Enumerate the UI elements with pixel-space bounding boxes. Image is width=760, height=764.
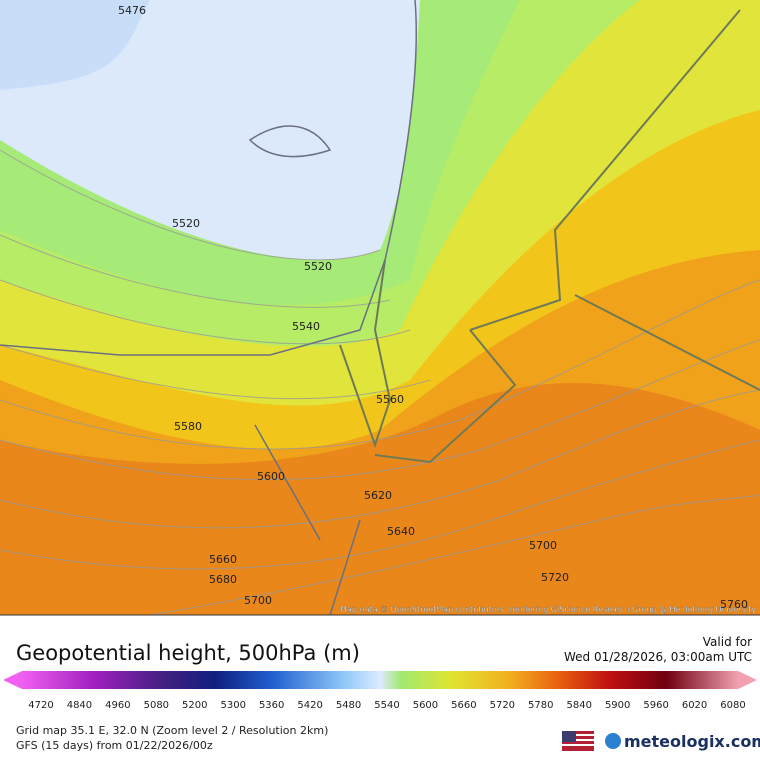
colorbar-label: 6080 bbox=[720, 700, 745, 711]
logo bbox=[605, 733, 621, 749]
colorbar-label: 4720 bbox=[28, 700, 53, 711]
map: Map data © OpenStreetMap contributors, r… bbox=[0, 0, 760, 616]
attribution: Map data © OpenStreetMap contributors, r… bbox=[340, 605, 756, 614]
contour-label: 5580 bbox=[174, 420, 202, 433]
model-info: GFS (15 days) from 01/22/2026/00z bbox=[16, 739, 213, 752]
contour-label: 5700 bbox=[529, 539, 557, 552]
brand: meteologix.com bbox=[624, 732, 760, 751]
valid-label: Valid for bbox=[703, 635, 752, 649]
contour-label: 5640 bbox=[387, 525, 415, 538]
flag bbox=[562, 731, 594, 751]
colorbar-label: 5080 bbox=[144, 700, 169, 711]
contour-label: 5540 bbox=[292, 320, 320, 333]
colorbar-label: 5720 bbox=[490, 700, 515, 711]
colorbar-label: 5200 bbox=[182, 700, 207, 711]
colorbar-label: 5480 bbox=[336, 700, 361, 711]
contour-label: 5700 bbox=[244, 594, 272, 607]
grid-info: Grid map 35.1 E, 32.0 N (Zoom level 2 / … bbox=[16, 724, 328, 737]
contour-label: 5720 bbox=[541, 571, 569, 584]
contour-label: 5660 bbox=[209, 553, 237, 566]
colorbar-label: 4840 bbox=[67, 700, 92, 711]
colorbar-label: 5660 bbox=[451, 700, 476, 711]
colorbar-label: 5960 bbox=[643, 700, 668, 711]
colorbar-label: 5540 bbox=[374, 700, 399, 711]
contour-label: 5476 bbox=[118, 4, 146, 17]
contour-label: 5680 bbox=[209, 573, 237, 586]
contour-label: 5760 bbox=[720, 598, 748, 611]
colorbar-label: 4960 bbox=[105, 700, 130, 711]
contour-label: 5520 bbox=[304, 260, 332, 273]
colorbar-label: 5780 bbox=[528, 700, 553, 711]
colorbar-label: 6020 bbox=[682, 700, 707, 711]
contour-label: 5620 bbox=[364, 489, 392, 502]
colorbar-label: 5840 bbox=[566, 700, 591, 711]
contour-label: 5520 bbox=[172, 217, 200, 230]
contour-label: 5600 bbox=[257, 470, 285, 483]
colorbar-label: 5420 bbox=[297, 700, 322, 711]
colorbar-label: 5300 bbox=[220, 700, 245, 711]
colorbar bbox=[3, 671, 757, 689]
title: Geopotential height, 500hPa (m) bbox=[16, 641, 360, 665]
valid-time: Wed 01/28/2026, 03:00am UTC bbox=[564, 650, 752, 664]
colorbar-label: 5600 bbox=[413, 700, 438, 711]
colorbar-label: 5900 bbox=[605, 700, 630, 711]
contour-label: 5560 bbox=[376, 393, 404, 406]
colorbar-label: 5360 bbox=[259, 700, 284, 711]
